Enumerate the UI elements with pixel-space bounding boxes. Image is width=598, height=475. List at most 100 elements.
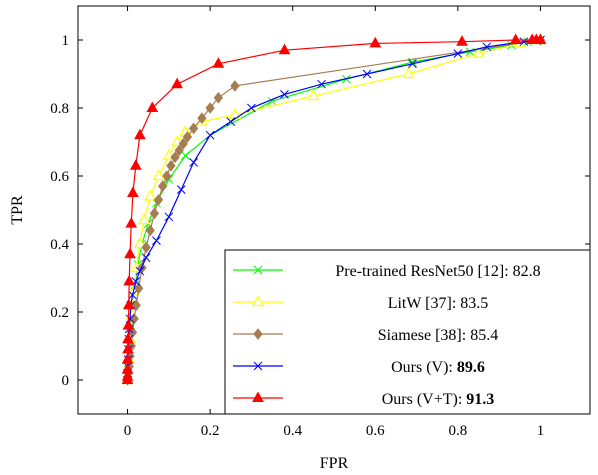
data-point-open-triangle-marker bbox=[251, 295, 265, 307]
data-point-triangle-marker bbox=[123, 274, 136, 286]
data-point-triangle-marker bbox=[121, 363, 134, 374]
legend-label: Ours (V+T): 91.3 bbox=[382, 391, 495, 408]
data-point-triangle-marker bbox=[129, 159, 142, 170]
data-point-triangle-marker bbox=[212, 57, 225, 68]
data-point-triangle-marker bbox=[122, 342, 134, 354]
x-tick-label: 0.4 bbox=[283, 423, 302, 439]
data-point-triangle-marker bbox=[121, 353, 134, 364]
y-tick-label: 1 bbox=[62, 33, 70, 49]
legend-label-text: LitW [37]: 83.5 bbox=[388, 295, 489, 312]
data-point-x-marker bbox=[205, 130, 215, 140]
data-point-diamond-marker bbox=[178, 137, 188, 150]
data-point-diamond-marker bbox=[174, 144, 184, 157]
series-layer bbox=[121, 33, 547, 386]
data-point-x-marker bbox=[247, 103, 256, 113]
y-axis-label: TPR bbox=[9, 195, 26, 225]
legend-label: Ours (V): 89.6 bbox=[391, 359, 485, 376]
data-point-diamond-marker bbox=[153, 193, 164, 206]
data-point-x-marker bbox=[226, 117, 236, 126]
data-point-x-marker bbox=[519, 37, 529, 47]
data-point-x-marker bbox=[465, 47, 475, 57]
data-point-triangle-marker bbox=[122, 332, 134, 344]
x-tick-label: 1 bbox=[537, 423, 545, 439]
legend-entry: Ours (V+T): 91.3 bbox=[233, 391, 494, 408]
x-tick-label: 0.8 bbox=[448, 423, 467, 439]
data-point-triangle-marker bbox=[509, 33, 522, 44]
x-tick-label: 0 bbox=[124, 423, 132, 439]
data-point-diamond-marker bbox=[149, 207, 160, 220]
data-point-x-marker bbox=[482, 42, 492, 52]
data-point-open-triangle-marker bbox=[402, 67, 415, 79]
legend-label-score: 89.6 bbox=[457, 359, 485, 376]
y-tick-label: 0.8 bbox=[50, 101, 69, 117]
data-point-triangle-marker bbox=[278, 43, 291, 55]
legend-entry: Pre-trained ResNet50 [12]: 82.8 bbox=[233, 263, 541, 280]
data-point-x-marker bbox=[253, 265, 263, 275]
legend-label-score: 91.3 bbox=[466, 391, 494, 408]
data-point-triangle-marker bbox=[252, 391, 264, 402]
data-point-diamond-marker bbox=[205, 102, 215, 114]
legend-box bbox=[224, 249, 591, 415]
x-tick-label: 0.2 bbox=[201, 423, 220, 439]
legend-label-text: Siamese [38]: 85.4 bbox=[378, 327, 498, 344]
data-point-triangle-marker bbox=[134, 128, 146, 140]
data-point-open-triangle-marker bbox=[307, 89, 320, 101]
legend-label-text: Ours (V): bbox=[391, 359, 457, 376]
data-point-open-triangle-marker bbox=[133, 237, 146, 249]
data-point-diamond-marker bbox=[213, 91, 224, 104]
data-point-diamond-marker bbox=[182, 131, 193, 143]
data-point-diamond-marker bbox=[162, 170, 172, 182]
data-point-diamond-marker bbox=[253, 328, 263, 340]
data-point-x-marker bbox=[253, 361, 263, 371]
data-point-diamond-marker bbox=[134, 282, 144, 295]
data-point-diamond-marker bbox=[230, 80, 240, 92]
data-point-triangle-marker bbox=[122, 319, 135, 330]
y-tick-label: 0 bbox=[62, 373, 70, 389]
data-point-diamond-marker bbox=[197, 112, 207, 125]
data-point-diamond-marker bbox=[166, 159, 176, 172]
data-point-open-triangle-marker bbox=[152, 169, 165, 181]
data-point-x-marker bbox=[408, 59, 417, 69]
data-point-triangle-marker bbox=[456, 35, 468, 46]
data-point-x-marker bbox=[164, 212, 174, 222]
legend-entry: Siamese [38]: 85.4 bbox=[233, 327, 498, 344]
data-point-open-triangle-marker bbox=[472, 46, 485, 58]
y-tick-label: 0.2 bbox=[50, 305, 69, 321]
legend-entry: Ours (V): 89.6 bbox=[233, 359, 485, 376]
data-point-x-marker bbox=[135, 266, 145, 276]
data-point-diamond-marker bbox=[158, 180, 168, 193]
data-point-x-marker bbox=[141, 253, 151, 262]
x-tick-label: 0.6 bbox=[366, 423, 385, 439]
data-point-triangle-marker bbox=[171, 77, 183, 89]
data-point-x-marker bbox=[453, 49, 463, 58]
data-point-x-marker bbox=[152, 236, 161, 245]
data-point-x-marker bbox=[317, 79, 326, 89]
legend-label: Siamese [38]: 85.4 bbox=[378, 327, 498, 344]
data-point-x-marker bbox=[362, 69, 372, 79]
data-point-x-marker bbox=[181, 151, 190, 160]
y-tick-label: 0.6 bbox=[50, 169, 69, 185]
data-point-triangle-marker bbox=[146, 101, 159, 112]
data-point-triangle-marker bbox=[369, 36, 382, 48]
data-point-triangle-marker bbox=[122, 298, 135, 310]
legend-label: LitW [37]: 83.5 bbox=[388, 295, 489, 312]
data-point-open-triangle-marker bbox=[138, 213, 151, 225]
legend-label: Pre-trained ResNet50 [12]: 82.8 bbox=[335, 263, 540, 280]
y-tick-label: 0.4 bbox=[50, 237, 69, 253]
data-point-diamond-marker bbox=[145, 224, 155, 237]
data-point-diamond-marker bbox=[188, 122, 199, 135]
data-point-x-marker bbox=[128, 290, 137, 300]
data-point-x-marker bbox=[176, 185, 186, 194]
data-point-triangle-marker bbox=[125, 217, 138, 228]
x-axis-label: FPR bbox=[320, 455, 349, 472]
series-4 bbox=[121, 33, 547, 384]
data-point-triangle-marker bbox=[124, 247, 136, 259]
data-point-diamond-marker bbox=[131, 299, 141, 312]
data-point-diamond-marker bbox=[170, 151, 180, 164]
data-point-open-triangle-marker bbox=[144, 189, 157, 201]
legend-entry: LitW [37]: 83.5 bbox=[233, 295, 488, 312]
data-point-triangle-marker bbox=[121, 370, 134, 381]
legend-label-text: Ours (V+T): bbox=[382, 391, 467, 408]
data-point-diamond-marker bbox=[141, 241, 151, 254]
